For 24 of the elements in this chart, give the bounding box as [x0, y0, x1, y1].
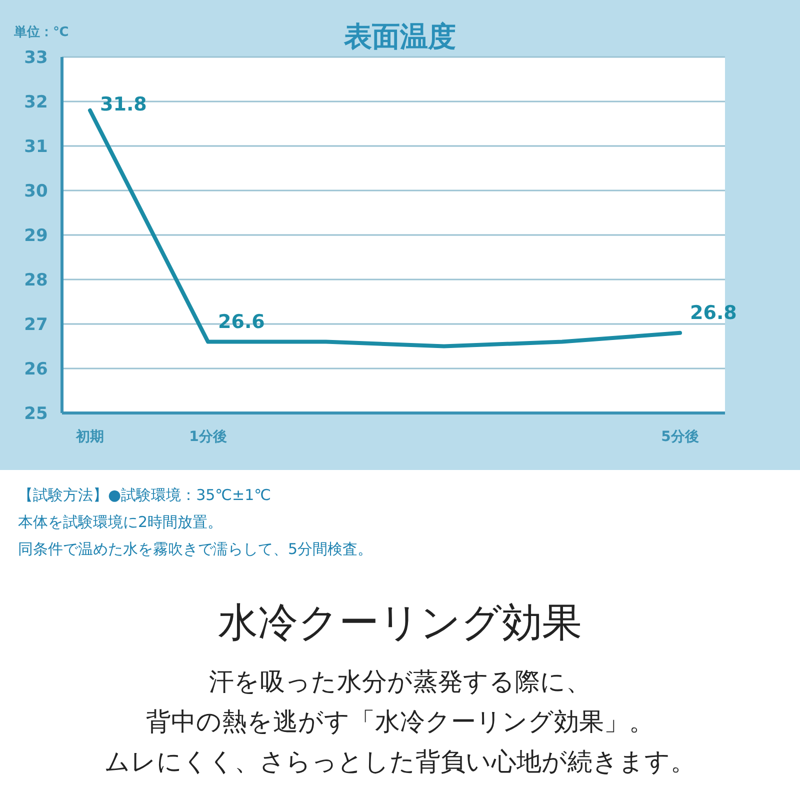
- text: 背中の熱を逃がす「水冷クーリング効果」。: [146, 707, 654, 736]
- text: 【試験方法】●試験環境：35℃±1℃: [18, 486, 271, 504]
- y-tick-label: 33: [24, 48, 48, 68]
- data-label: 26.6: [218, 310, 265, 333]
- y-tick-label: 29: [24, 226, 48, 246]
- text: 水冷クーリング効果: [218, 600, 582, 646]
- text: 同条件で温めた水を霧吹きで濡らして、5分間検査。: [18, 540, 373, 558]
- y-tick-label: 32: [24, 92, 48, 112]
- text: 汗を吸った水分が蒸発する際に、: [209, 667, 591, 696]
- x-tick-label: 1分後: [189, 429, 227, 445]
- data-label: 31.8: [100, 93, 147, 116]
- y-tick-label: 28: [24, 270, 48, 290]
- x-tick-label: 5分後: [661, 429, 699, 445]
- y-tick-label: 27: [24, 315, 48, 335]
- y-axis-title: 単位：℃: [13, 25, 69, 40]
- x-tick-label: 初期: [75, 428, 104, 445]
- text: 本体を試験環境に2時間放置。: [18, 513, 223, 531]
- y-tick-label: 30: [24, 182, 48, 202]
- y-tick-label: 25: [24, 404, 48, 424]
- chart-title: 表面温度: [343, 20, 456, 53]
- data-label: 26.8: [690, 302, 737, 324]
- text: ムレにくく、さらっとした背負い心地が続きます。: [104, 747, 696, 776]
- y-tick-label: 26: [24, 360, 48, 380]
- y-tick-label: 31: [24, 137, 48, 157]
